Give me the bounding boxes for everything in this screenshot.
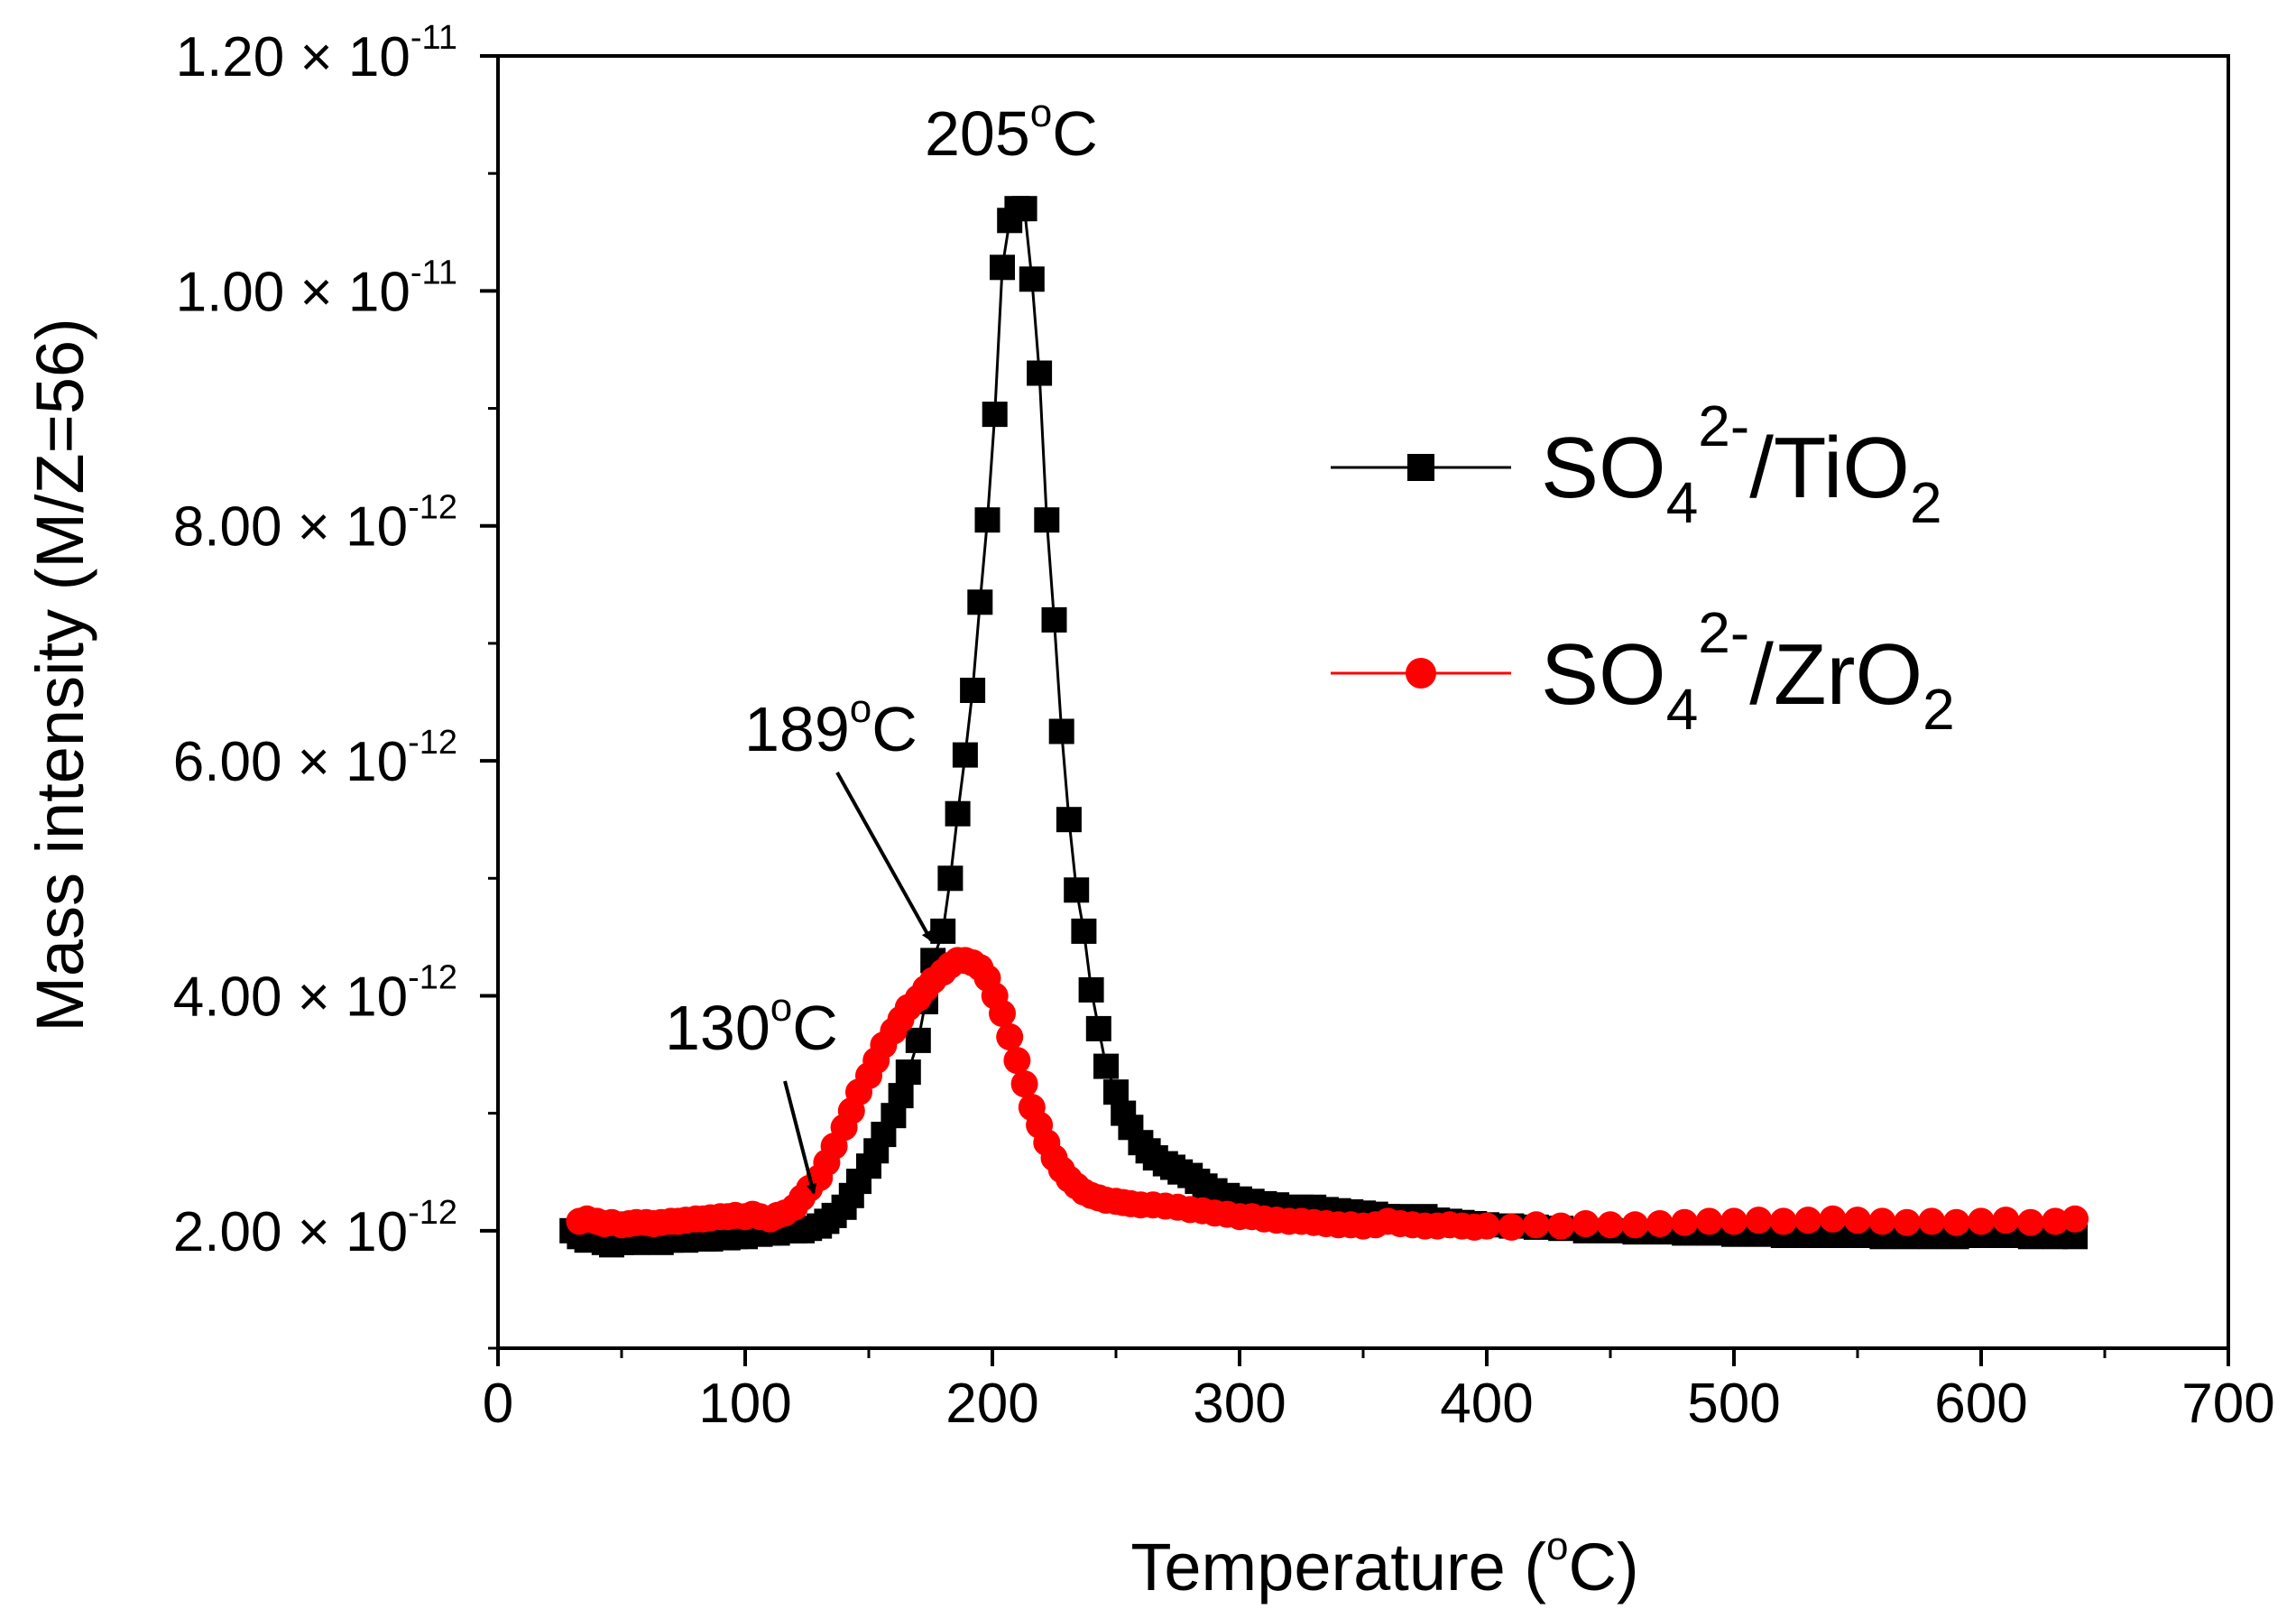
data-point-zro2 xyxy=(1745,1207,1773,1234)
data-point-tio2 xyxy=(1011,196,1037,222)
legend-marker-zro2 xyxy=(1406,658,1436,689)
legend-item-zro2: SO42-/ZrO2 xyxy=(1331,600,1955,742)
data-point-zro2 xyxy=(1794,1207,1822,1234)
data-point-zro2 xyxy=(1498,1213,1526,1241)
data-point-zro2 xyxy=(1597,1211,1624,1239)
annotation-205: 205oC xyxy=(925,91,1098,169)
data-point-zro2 xyxy=(1547,1212,1575,1240)
y-tick-label: 8.00 × 10-12 xyxy=(173,489,457,559)
ticks-layer: 0 100 200 300 400 500 600 700 2.00 × 10-12 4.00 ×… xyxy=(173,19,2275,1435)
data-point-zro2 xyxy=(2042,1207,2070,1235)
data-point-tio2 xyxy=(960,678,986,703)
x-tick-label: 400 xyxy=(1440,1373,1533,1435)
data-point-tio2 xyxy=(945,800,971,827)
data-point-tio2 xyxy=(982,402,1008,428)
y-tick-label: 2.00 × 10-12 xyxy=(173,1194,457,1263)
y-tick-label: 1.00 × 10-11 xyxy=(176,254,457,323)
data-point-zro2 xyxy=(1646,1210,1674,1237)
data-point-tio2 xyxy=(937,865,964,892)
data-point-zro2 xyxy=(1671,1208,1699,1236)
annotation-189-arrow xyxy=(835,772,933,942)
legend: SO42-/TiO2 SO42-/ZrO2 xyxy=(1331,393,1955,742)
data-point-tio2 xyxy=(967,589,993,615)
x-tick-label: 700 xyxy=(2181,1373,2274,1435)
data-point-zro2 xyxy=(1868,1207,1896,1235)
legend-label-tio2: SO42-/TiO2 xyxy=(1541,393,1942,535)
legend-label-zro2: SO42-/ZrO2 xyxy=(1541,600,1955,742)
data-point-tio2 xyxy=(1041,606,1067,633)
data-point-tio2 xyxy=(888,1083,914,1109)
y-tick-label: 4.00 × 10-12 xyxy=(173,958,457,1028)
data-point-tio2 xyxy=(1071,918,1097,944)
y-tick-label: 1.20 × 10-11 xyxy=(176,19,457,88)
data-point-tio2 xyxy=(952,742,978,768)
annotation-130: 130oC xyxy=(665,985,838,1063)
data-point-zro2 xyxy=(1893,1208,1921,1236)
annotation-189: 189oC xyxy=(744,687,917,764)
legend-item-tio2: SO42-/TiO2 xyxy=(1331,393,1942,535)
y-tick-label: 6.00 × 10-12 xyxy=(173,724,457,793)
x-tick-label: 500 xyxy=(1687,1373,1780,1435)
data-point-tio2 xyxy=(1093,1053,1119,1079)
data-point-tio2 xyxy=(990,254,1015,281)
data-point-zro2 xyxy=(1769,1207,1797,1235)
y-axis-title: Mass intensity (M/Z=56) xyxy=(23,318,97,1032)
data-point-tio2 xyxy=(905,1027,931,1053)
x-tick-label: 0 xyxy=(483,1373,513,1435)
data-point-zro2 xyxy=(1473,1212,1500,1240)
data-point-zro2 xyxy=(1942,1208,1970,1236)
data-point-zro2 xyxy=(1918,1207,1946,1235)
legend-marker-tio2 xyxy=(1407,454,1434,481)
data-point-tio2 xyxy=(1085,1015,1111,1041)
data-point-tio2 xyxy=(930,918,956,944)
data-point-tio2 xyxy=(974,507,1000,533)
data-point-zro2 xyxy=(996,1023,1024,1050)
data-point-tio2 xyxy=(1034,507,1060,533)
data-point-zro2 xyxy=(1695,1207,1723,1235)
series-layer xyxy=(559,196,2089,1258)
data-point-tio2 xyxy=(1048,718,1074,744)
data-point-tio2 xyxy=(1056,807,1082,833)
data-point-zro2 xyxy=(1720,1207,1747,1235)
data-point-zro2 xyxy=(2061,1205,2089,1233)
data-point-tio2 xyxy=(1064,877,1090,903)
data-point-zro2 xyxy=(1003,1047,1031,1075)
annotation-layer: 205oC 189oC 130oC xyxy=(665,91,1098,1195)
x-tick-label: 100 xyxy=(698,1373,791,1435)
data-point-zro2 xyxy=(1010,1070,1038,1098)
data-point-zro2 xyxy=(2016,1208,2044,1236)
data-point-zro2 xyxy=(1522,1211,1550,1239)
data-point-zro2 xyxy=(989,1000,1016,1027)
data-point-zro2 xyxy=(1621,1211,1649,1239)
data-point-tio2 xyxy=(1078,976,1104,1003)
data-point-zro2 xyxy=(1968,1207,1995,1235)
data-point-tio2 xyxy=(895,1059,921,1086)
data-point-zro2 xyxy=(1844,1207,1871,1234)
annotation-130-arrow xyxy=(783,1080,817,1195)
x-tick-label: 600 xyxy=(1934,1373,2027,1435)
data-point-tio2 xyxy=(1103,1079,1129,1105)
data-point-zro2 xyxy=(1819,1205,1847,1233)
x-axis-title: Temperature (oC) xyxy=(1130,1524,1638,1604)
x-tick-label: 200 xyxy=(945,1373,1038,1435)
data-point-zro2 xyxy=(1572,1210,1600,1237)
data-point-zro2 xyxy=(1992,1207,2020,1234)
data-point-tio2 xyxy=(1027,360,1053,386)
x-tick-label: 300 xyxy=(1193,1373,1286,1435)
data-point-tio2 xyxy=(1019,266,1045,292)
